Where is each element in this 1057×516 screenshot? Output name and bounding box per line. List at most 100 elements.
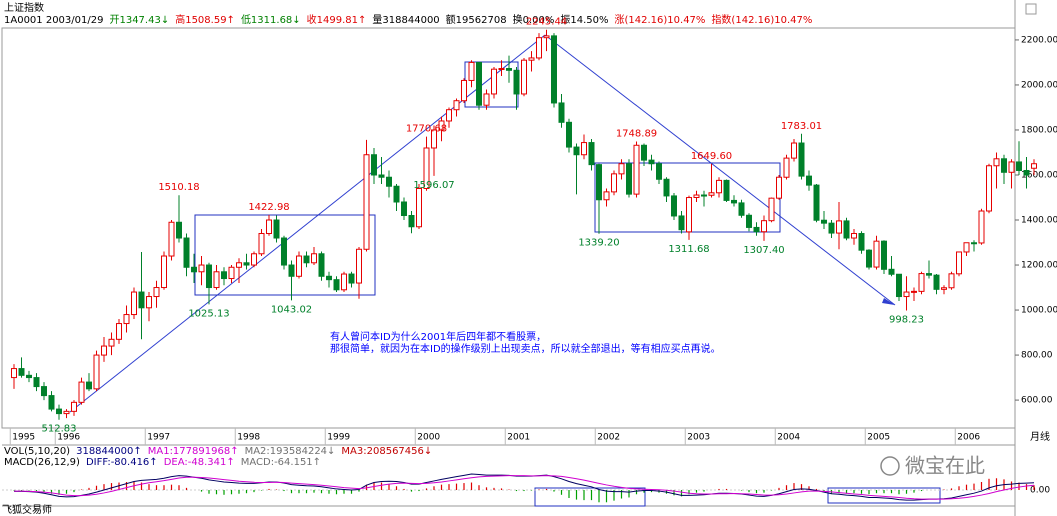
y-tick-label: 0.00 <box>1030 486 1050 496</box>
watermark-icon <box>880 456 900 476</box>
candle-body <box>866 249 872 268</box>
candle-body <box>108 338 115 347</box>
text-segment: 开1347.43↓ <box>109 15 169 26</box>
price-annotation: 1311.68 <box>668 244 709 255</box>
text-segment: 额19562708 <box>446 13 507 26</box>
x-tick-label: 2003 <box>687 433 710 443</box>
candle-body <box>813 184 820 221</box>
candle-body <box>603 191 610 201</box>
candle-body <box>581 142 587 156</box>
candle-body <box>753 226 760 233</box>
candle-body <box>11 368 17 379</box>
x-tick-label: 2005 <box>867 433 890 443</box>
candle-body <box>213 271 220 289</box>
text-segment: 高1508.59↑ <box>175 13 235 26</box>
candle-body <box>993 158 1000 167</box>
price-annotation: 1783.01 <box>781 121 822 132</box>
candle-body <box>528 57 535 61</box>
candle-body <box>161 255 167 289</box>
candle-body <box>326 275 332 281</box>
candle-body <box>461 79 467 102</box>
candle-body <box>341 273 347 291</box>
candle-body <box>176 221 182 239</box>
watermark: 微宝在此 <box>905 454 985 478</box>
macd-line <box>14 475 1035 500</box>
candle-body <box>911 290 917 293</box>
candle-body <box>551 35 557 104</box>
candle-body <box>438 120 445 131</box>
x-tick-label: 1998 <box>237 433 260 443</box>
candle-body <box>56 408 62 415</box>
candle-body <box>386 176 392 187</box>
candle-body <box>251 253 257 266</box>
candle-body <box>798 142 805 177</box>
text-segment: MA3:208567456↓ <box>341 446 432 457</box>
candle-body <box>48 395 55 410</box>
price-annotation: 1649.60 <box>691 151 732 162</box>
candle-body <box>738 202 745 216</box>
x-tick-label: 2000 <box>417 433 440 443</box>
candle-body <box>543 35 550 39</box>
candle-body <box>416 187 422 228</box>
candle-body <box>146 296 152 309</box>
candle-body <box>948 273 955 289</box>
range-box <box>827 487 941 504</box>
candle-body <box>206 264 212 289</box>
range-box <box>194 214 376 296</box>
candle-body <box>18 368 25 376</box>
candle-body <box>378 174 385 178</box>
candle-body <box>281 237 287 266</box>
candle-body <box>941 287 947 290</box>
x-tick-label: 1997 <box>147 433 170 443</box>
candle-body <box>693 194 700 198</box>
candle-body <box>198 264 205 273</box>
candle-body <box>296 255 302 277</box>
candle-body <box>183 237 190 268</box>
text-segment: MA2:193584224↓ <box>245 446 336 457</box>
candle-body <box>701 194 707 197</box>
candle-body <box>86 381 92 390</box>
text-segment: MACD(26,12,9) <box>4 457 80 468</box>
macd-line: MACD(26,12,9) DIFF:-80.416↑ DEA:-48.341↑ MA… <box>4 457 321 468</box>
candle-body <box>806 175 812 186</box>
candle-body <box>1031 163 1037 169</box>
candle-body <box>363 154 370 250</box>
candle-body <box>266 219 272 235</box>
y-tick-label: 1000.00 <box>1021 306 1057 316</box>
candle-body <box>258 233 265 255</box>
window-button[interactable] <box>1025 3 1037 15</box>
candle-body <box>768 197 775 222</box>
price-annotation: 1339.20 <box>578 238 619 249</box>
candle-body <box>506 68 512 71</box>
arrow-head <box>882 298 895 305</box>
price-annotation: 1307.40 <box>743 245 784 256</box>
candle-body <box>633 144 640 195</box>
price-annotation: 512.83 <box>42 424 77 435</box>
candle-body <box>656 163 662 180</box>
candle-body <box>821 219 827 224</box>
candle-body <box>903 291 910 298</box>
candle-body <box>333 279 340 291</box>
candle-body <box>93 354 100 390</box>
candle-body <box>311 253 317 264</box>
note-text: 有人曾问本ID为什么2001年后四年都不看股票， <box>330 330 546 343</box>
footer: 飞狐交易师 <box>2 503 52 516</box>
y-tick-label: 2200.00 <box>1021 35 1057 45</box>
text-segment: 318844000↑ <box>76 446 142 457</box>
candle-body <box>761 220 767 233</box>
candle-body <box>153 287 160 298</box>
chart-title: 上证指数 <box>4 1 44 14</box>
candle-body <box>986 165 992 212</box>
price-annotation: 998.23 <box>889 314 924 325</box>
y-tick-label: 1400.00 <box>1021 216 1057 226</box>
text-segment: 量318844000 <box>372 14 439 26</box>
text-segment: 振14.50% <box>560 13 608 26</box>
candle-body <box>168 221 175 257</box>
vol-line: VOL(5,10,20) 318844000↑ MA1:177891968↑ MA2:… <box>4 446 432 457</box>
candle-body <box>498 68 505 71</box>
candle-body <box>318 253 325 277</box>
text-segment: 1A0001 2003/01/29 <box>4 15 103 26</box>
candle-body <box>131 291 137 316</box>
candle-body <box>423 147 430 189</box>
